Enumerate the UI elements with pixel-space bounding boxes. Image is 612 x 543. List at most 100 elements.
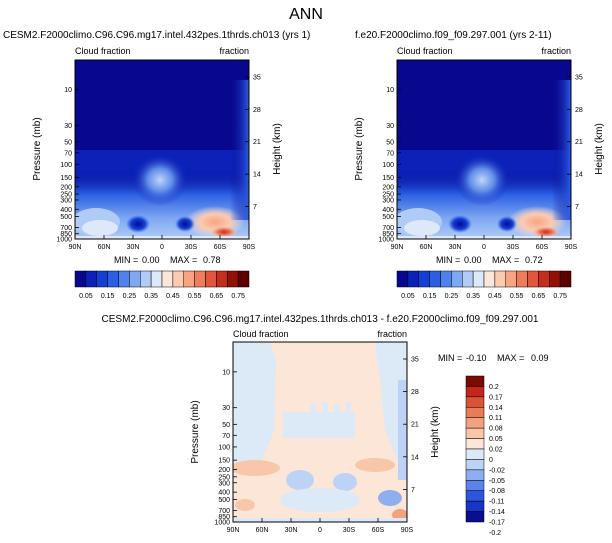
y-ticks-right: 35 28 21 14 7 <box>245 74 261 211</box>
colorbar-swatch <box>205 270 217 288</box>
colorbar-label: 0.02 <box>489 447 503 454</box>
x-tick-label: 30N <box>285 527 298 534</box>
colorbar-swatch <box>465 448 485 460</box>
colorbar-label: -0.17 <box>489 520 505 527</box>
x-tick-label: 60N <box>256 527 269 534</box>
y-tick-label: 50 <box>222 422 230 429</box>
y-tick-label: 200 <box>382 184 394 191</box>
stat-min-label: MIN = <box>114 255 138 265</box>
colorbar-swatch <box>465 417 485 429</box>
x-tick-label: 30N <box>449 244 462 251</box>
x-tick-label: 60S <box>372 527 385 534</box>
colorbar-label: 0.11 <box>489 415 502 422</box>
y-tick-label-right: 7 <box>575 204 579 211</box>
colorbar-swatch <box>407 270 419 288</box>
colorbar-label: 0.65 <box>210 293 224 300</box>
y-tick-label: 250 <box>218 474 230 481</box>
y-tick-label-right: 7 <box>411 487 415 494</box>
y-ticks-right: 35 28 21 14 7 <box>567 74 583 211</box>
colorbar-label: 0.14 <box>489 405 503 412</box>
colorbar-swatch <box>396 270 409 288</box>
y-tick-label: 400 <box>218 490 230 497</box>
y-axis-label-right: Height (km) <box>272 123 283 175</box>
x-ticks: 90N 60N 30N 0 30S 60S 90S <box>69 235 256 251</box>
x-tick-label: 30S <box>185 244 198 251</box>
y-tick-label-right: 28 <box>411 389 419 396</box>
colorbar-swatch <box>559 270 572 288</box>
y-tick-label-right: 21 <box>575 139 583 146</box>
field-label-right: fraction <box>541 46 571 56</box>
stat-max-label: MAX = <box>170 255 197 265</box>
colorbar-swatch <box>107 270 119 288</box>
stat-min: 0.00 <box>142 255 160 265</box>
colorbar-swatch <box>227 270 239 288</box>
colorbar-swatch <box>96 270 108 288</box>
y-axis-label: Pressure (mb) <box>190 400 201 463</box>
stat-min-label: MIN = <box>436 255 460 265</box>
y-tick-label: 400 <box>382 207 394 214</box>
y-tick-label-right: 21 <box>253 139 261 146</box>
stat-max: 0.09 <box>531 353 549 363</box>
panel-model: CESM2.F2000climo.C96.C96.mg17.intel.432p… <box>3 30 310 300</box>
x-ticks: 90N 60N 30N 0 30S 60S 90S <box>391 235 578 251</box>
y-tick-label: 700 <box>60 225 72 232</box>
colorbar-label: -0.08 <box>489 488 505 495</box>
colorbar-label: -0.02 <box>489 467 505 474</box>
colorbar-label: 0.35 <box>466 293 480 300</box>
colorbar-swatch <box>194 270 206 288</box>
colorbar-swatch <box>440 270 452 288</box>
y-axis-label-right: Height (km) <box>594 123 605 175</box>
field-label-right: fraction <box>219 46 249 56</box>
heatmap-field <box>397 60 571 239</box>
panel-difference: CESM2.F2000climo.C96.C96.mg17.intel.432p… <box>102 314 549 537</box>
colorbar-swatch <box>465 511 485 523</box>
colorbar-swatch <box>465 396 485 408</box>
colorbar-label: -0.2 <box>489 530 501 537</box>
colorbar-swatch <box>505 270 517 288</box>
colorbar-swatch <box>494 270 506 288</box>
y-tick-label: 850 <box>218 514 230 521</box>
colorbar-swatch <box>527 270 539 288</box>
y-tick-label-right: 28 <box>253 107 261 114</box>
field-label-left: Cloud fraction <box>75 46 131 56</box>
y-tick-label: 10 <box>64 87 72 94</box>
colorbar-swatch <box>465 500 485 512</box>
y-tick-label-right: 35 <box>575 74 583 81</box>
y-tick-label: 850 <box>60 231 72 238</box>
colorbar-swatch <box>418 270 430 288</box>
x-tick-label: 60S <box>214 244 227 251</box>
field-label-left: Cloud fraction <box>397 46 453 56</box>
colorbar-swatch <box>129 270 141 288</box>
colorbar-label: 0.15 <box>423 293 437 300</box>
x-tick-label: 30S <box>343 527 356 534</box>
y-tick-label: 70 <box>222 433 230 440</box>
colorbar-swatch <box>462 270 474 288</box>
y-tick-label: 30 <box>222 405 230 412</box>
colorbar-swatch <box>465 427 485 439</box>
stat-max-label: MAX = <box>492 255 519 265</box>
colorbar-swatch <box>472 270 485 288</box>
x-tick-label: 90S <box>565 244 578 251</box>
y-tick-label: 1000 <box>378 237 394 244</box>
colorbar-label: -0.14 <box>489 509 505 516</box>
y-tick-label: 300 <box>60 197 72 204</box>
x-tick-label: 0 <box>160 244 164 251</box>
heatmap-field <box>75 60 249 239</box>
x-tick-label: 90N <box>227 527 240 534</box>
colorbar-label: 0.08 <box>489 426 503 433</box>
heatmap-field <box>233 342 407 522</box>
colorbar-swatch <box>140 270 152 288</box>
colorbar-label: 0.75 <box>231 293 245 300</box>
stat-min-label: MIN = <box>438 353 462 363</box>
field-label-right: fraction <box>377 329 407 339</box>
y-tick-label-right: 14 <box>253 172 261 179</box>
figure-title: ANN <box>289 6 323 23</box>
y-tick-label: 1000 <box>214 520 230 527</box>
y-tick-label-right: 21 <box>411 422 419 429</box>
y-tick-label: 70 <box>64 150 72 157</box>
colorbar-swatch <box>451 270 463 288</box>
colorbar-swatch <box>74 270 87 288</box>
